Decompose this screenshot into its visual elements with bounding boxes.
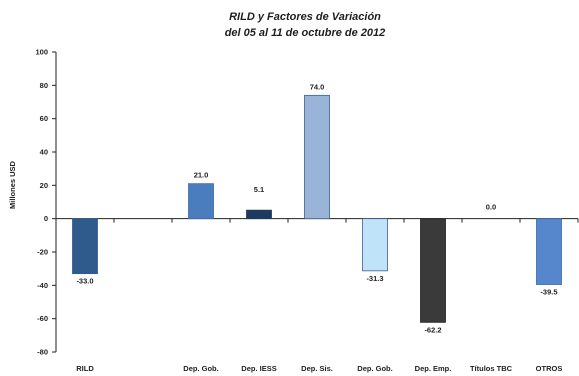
category-label: RILD bbox=[76, 364, 94, 373]
category-label: OTROS bbox=[536, 364, 563, 373]
bar bbox=[362, 218, 388, 272]
chart-subtitle: del 05 al 11 de octubre de 2012 bbox=[225, 27, 386, 39]
labels: RILD -33.0 Dep. Gob. 21.0 Dep. IESS 5.1 Dep. S… bbox=[76, 82, 562, 373]
y-tick-label: -20 bbox=[37, 248, 48, 257]
y-tick-label: 40 bbox=[40, 148, 48, 157]
bar bbox=[188, 183, 214, 220]
chart-title: RILD y Factores de Variación bbox=[229, 11, 381, 23]
y-tick-label: 80 bbox=[40, 81, 48, 90]
bar bbox=[536, 218, 562, 285]
bar bbox=[420, 218, 446, 323]
y-tick-label: -60 bbox=[37, 314, 48, 323]
bar bbox=[304, 94, 330, 220]
y-axis-label: Millones USD bbox=[8, 160, 17, 209]
y-tick-label: 20 bbox=[40, 181, 48, 190]
bar bbox=[246, 209, 272, 220]
category-label: Dep. Gob. bbox=[357, 364, 392, 373]
y-tick-label: -80 bbox=[37, 348, 48, 357]
category-label: Dep. IESS bbox=[241, 364, 276, 373]
bar bbox=[72, 218, 98, 275]
data-label: 21.0 bbox=[194, 171, 209, 180]
data-label: 5.1 bbox=[254, 185, 264, 194]
category-label: Títulos TBC bbox=[470, 364, 513, 373]
data-label: -31.3 bbox=[366, 274, 383, 283]
category-label: Dep. Sis. bbox=[301, 364, 333, 373]
bars bbox=[72, 94, 562, 323]
y-tick-label: 100 bbox=[35, 48, 48, 57]
y-tick-label: 60 bbox=[40, 114, 48, 123]
category-label: Dep. Emp. bbox=[415, 364, 452, 373]
data-label: -39.5 bbox=[540, 288, 557, 297]
y-tick-label: -40 bbox=[37, 281, 48, 290]
data-label: -33.0 bbox=[76, 277, 93, 286]
y-tick-label: 0 bbox=[44, 214, 48, 223]
data-label: -62.2 bbox=[424, 325, 441, 334]
data-label: 0.0 bbox=[486, 203, 496, 212]
data-label: 74.0 bbox=[310, 82, 325, 91]
category-label: Dep. Gob. bbox=[183, 364, 218, 373]
